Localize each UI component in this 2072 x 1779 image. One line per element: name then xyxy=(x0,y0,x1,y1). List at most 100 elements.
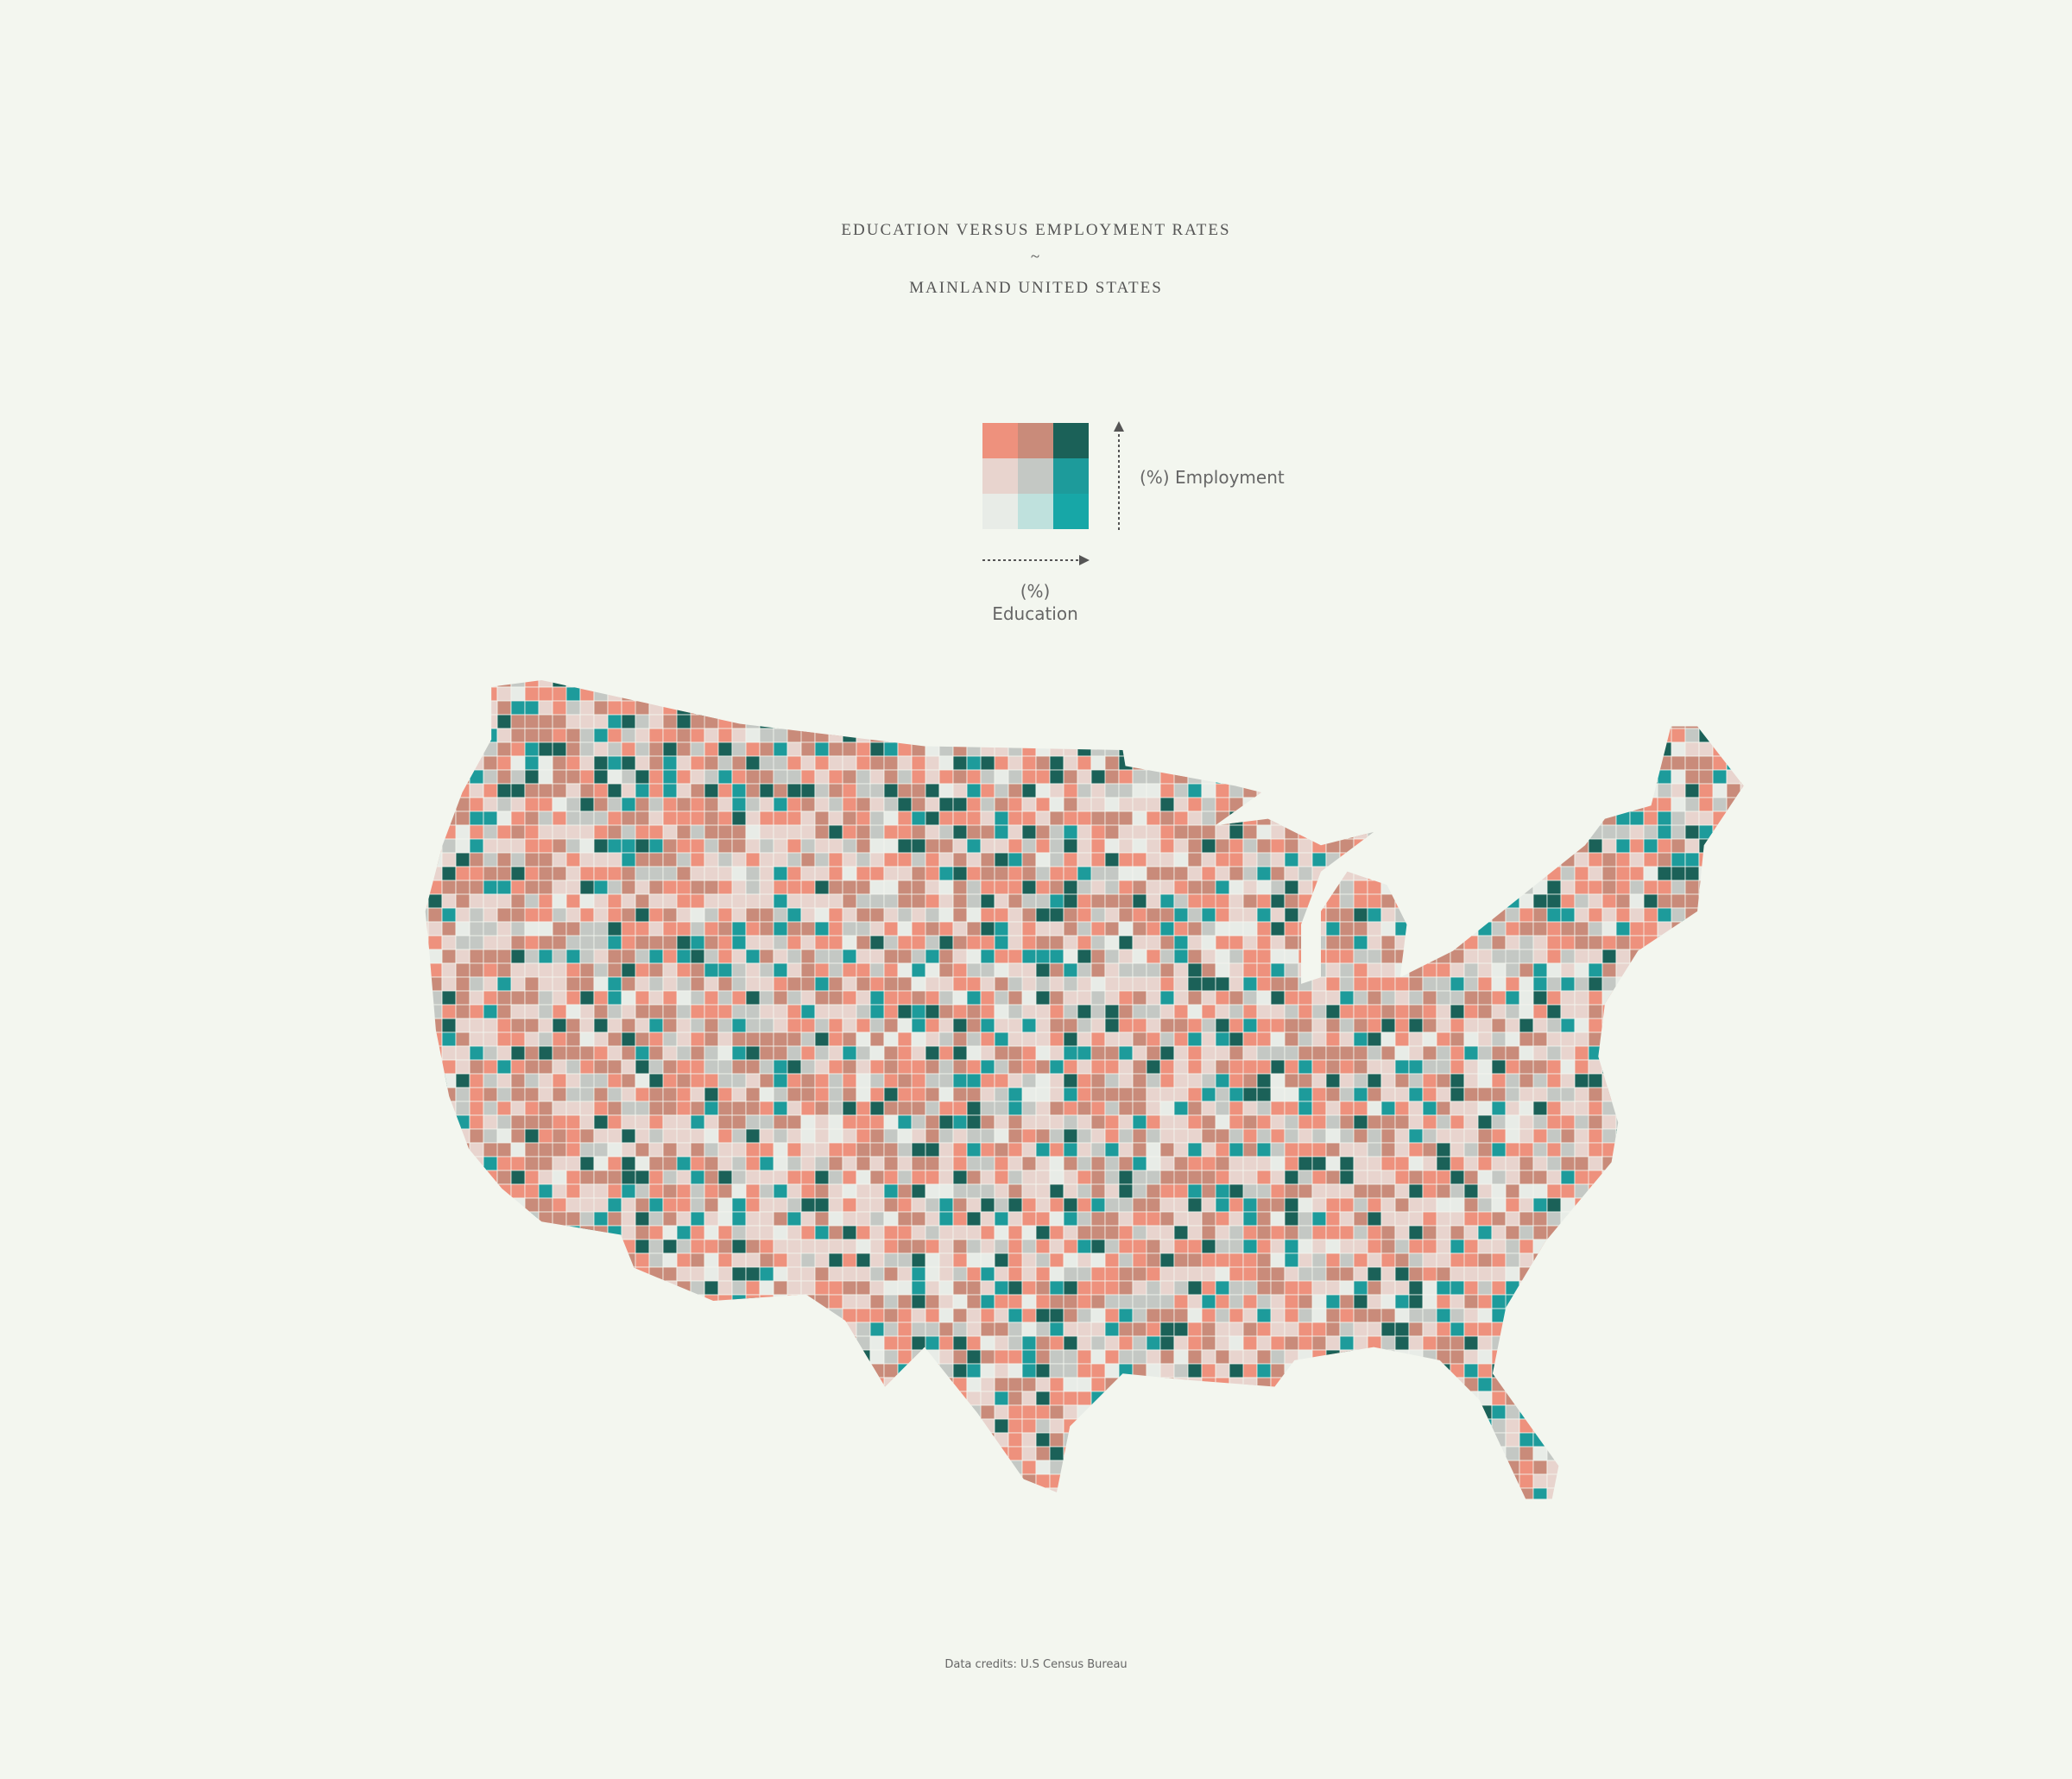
county xyxy=(565,866,581,881)
county xyxy=(952,1059,968,1075)
county xyxy=(1546,1087,1562,1102)
county xyxy=(1311,852,1327,867)
county xyxy=(1477,1045,1493,1061)
county xyxy=(1270,949,1286,964)
county xyxy=(1118,1294,1134,1309)
county xyxy=(994,1211,1009,1227)
county xyxy=(1601,907,1617,923)
county xyxy=(510,1045,526,1061)
county xyxy=(1353,1101,1368,1116)
county xyxy=(800,880,816,895)
county xyxy=(1477,1197,1493,1213)
county xyxy=(1173,1170,1189,1185)
county xyxy=(621,1225,636,1240)
county xyxy=(1187,907,1203,923)
county xyxy=(925,1156,940,1171)
county xyxy=(1588,880,1603,895)
county xyxy=(1118,1170,1134,1185)
county xyxy=(593,1101,609,1116)
county xyxy=(1256,866,1272,881)
county xyxy=(1159,1308,1175,1323)
county xyxy=(842,838,857,854)
county xyxy=(883,880,899,895)
county xyxy=(938,1156,954,1171)
county xyxy=(1519,1225,1534,1240)
county xyxy=(883,1239,899,1254)
county xyxy=(704,741,719,757)
county xyxy=(717,1018,733,1033)
county xyxy=(1090,1280,1106,1296)
county xyxy=(1450,1059,1465,1075)
county xyxy=(1436,1004,1451,1019)
county xyxy=(786,1156,802,1171)
county xyxy=(1353,990,1368,1006)
county xyxy=(1601,1114,1617,1130)
county xyxy=(524,880,540,895)
county xyxy=(690,852,705,867)
county xyxy=(621,1101,636,1116)
county xyxy=(635,1059,650,1075)
county xyxy=(455,1073,471,1088)
county xyxy=(1380,962,1396,978)
county xyxy=(1242,1142,1258,1158)
county xyxy=(814,976,830,992)
county xyxy=(925,852,940,867)
county xyxy=(635,1197,650,1213)
county xyxy=(828,893,843,909)
county xyxy=(690,741,705,757)
county xyxy=(814,1211,830,1227)
county xyxy=(662,769,678,785)
county xyxy=(1684,783,1700,798)
county xyxy=(1201,811,1216,826)
county xyxy=(1229,1211,1244,1227)
county xyxy=(1008,755,1023,771)
county xyxy=(690,838,705,854)
county xyxy=(1021,1335,1037,1351)
county xyxy=(1339,1197,1355,1213)
county xyxy=(994,1045,1009,1061)
county xyxy=(1229,1266,1244,1282)
county xyxy=(1173,1073,1189,1088)
county xyxy=(648,866,664,881)
county xyxy=(1090,1004,1106,1019)
county xyxy=(1132,1183,1147,1199)
county xyxy=(704,728,719,743)
county xyxy=(579,1045,595,1061)
county xyxy=(621,949,636,964)
county xyxy=(704,1073,719,1088)
county xyxy=(773,1225,788,1240)
county xyxy=(1187,1114,1203,1130)
county xyxy=(496,769,512,785)
county xyxy=(1325,1211,1341,1227)
county xyxy=(731,1252,747,1268)
county xyxy=(842,949,857,964)
county xyxy=(496,824,512,840)
county xyxy=(1367,1280,1382,1296)
county xyxy=(1201,1322,1216,1337)
county xyxy=(552,1170,567,1185)
county xyxy=(994,1170,1009,1185)
county xyxy=(510,769,526,785)
county xyxy=(1311,1280,1327,1296)
county xyxy=(731,755,747,771)
county xyxy=(1077,1087,1092,1102)
county xyxy=(1353,1280,1368,1296)
county xyxy=(1657,811,1672,826)
county xyxy=(869,1059,885,1075)
county xyxy=(455,976,471,992)
county xyxy=(1242,907,1258,923)
county xyxy=(1187,1059,1203,1075)
county xyxy=(469,824,484,840)
county xyxy=(1380,1294,1396,1309)
county xyxy=(980,1225,995,1240)
county xyxy=(759,811,774,826)
county xyxy=(980,1280,995,1296)
county xyxy=(1450,1128,1465,1144)
county xyxy=(690,1170,705,1185)
county xyxy=(1242,1363,1258,1378)
county xyxy=(1477,1363,1493,1378)
county xyxy=(980,1363,995,1378)
county xyxy=(897,1252,913,1268)
county xyxy=(552,893,567,909)
county xyxy=(1532,1073,1548,1088)
